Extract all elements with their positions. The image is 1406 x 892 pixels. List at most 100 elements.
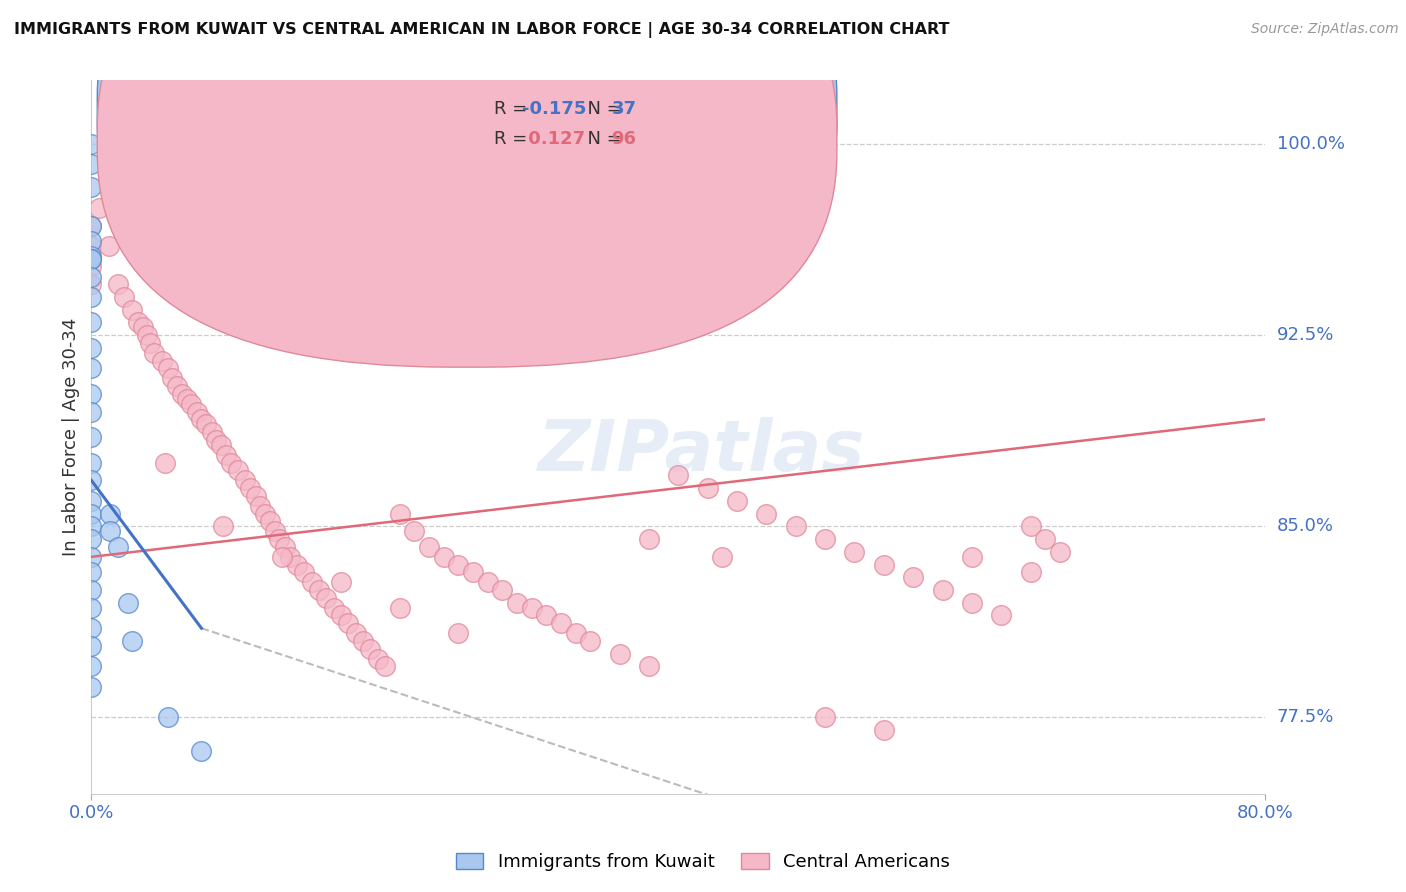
Point	[315, 591, 337, 605]
Point	[447, 626, 470, 640]
Point	[150, 353, 173, 368]
Text: ZIPatlas: ZIPatlas	[538, 417, 866, 486]
Point	[80, 315, 103, 329]
Point	[638, 659, 661, 673]
Point	[301, 575, 323, 590]
Point	[80, 621, 103, 635]
Point	[98, 239, 121, 253]
Point	[121, 302, 143, 317]
Point	[194, 417, 217, 432]
Point	[711, 549, 734, 564]
Point	[960, 596, 983, 610]
Point	[263, 524, 285, 539]
Point	[990, 608, 1012, 623]
Point	[136, 328, 159, 343]
Point	[239, 481, 262, 495]
Point	[100, 507, 122, 521]
Point	[80, 493, 103, 508]
Point	[873, 723, 896, 738]
Point	[269, 532, 291, 546]
Point	[172, 386, 194, 401]
Point	[253, 507, 276, 521]
Point	[80, 249, 103, 263]
Point	[80, 239, 103, 253]
Text: R =: R =	[494, 130, 533, 148]
Text: N =: N =	[576, 100, 627, 118]
Point	[117, 596, 139, 610]
Text: IMMIGRANTS FROM KUWAIT VS CENTRAL AMERICAN IN LABOR FORCE | AGE 30-34 CORRELATIO: IMMIGRANTS FROM KUWAIT VS CENTRAL AMERIC…	[14, 22, 949, 38]
Point	[153, 456, 176, 470]
Point	[520, 600, 543, 615]
Point	[80, 269, 103, 284]
Point	[374, 659, 396, 673]
Point	[100, 524, 122, 539]
Point	[960, 549, 983, 564]
Point	[1019, 565, 1042, 579]
Point	[80, 252, 103, 266]
Point	[274, 540, 297, 554]
Point	[785, 519, 807, 533]
FancyBboxPatch shape	[437, 86, 725, 155]
Point	[80, 234, 103, 248]
Point	[844, 545, 866, 559]
Point	[491, 582, 513, 597]
Point	[107, 540, 129, 554]
Point	[215, 448, 238, 462]
Point	[80, 600, 103, 615]
Point	[1033, 532, 1056, 546]
Point	[186, 404, 208, 418]
Text: 92.5%: 92.5%	[1277, 326, 1334, 344]
Point	[1019, 519, 1042, 533]
Point	[447, 558, 470, 572]
Point	[80, 180, 103, 194]
Point	[132, 320, 155, 334]
Point	[80, 290, 103, 304]
Point	[235, 474, 257, 488]
Point	[80, 582, 103, 597]
Point	[696, 481, 718, 495]
Point	[579, 634, 602, 648]
Point	[80, 219, 103, 233]
Point	[903, 570, 925, 584]
Point	[219, 456, 242, 470]
Point	[156, 710, 179, 724]
Point	[121, 634, 143, 648]
Point	[80, 361, 103, 376]
Point	[176, 392, 198, 406]
Point	[292, 565, 315, 579]
Text: 96: 96	[612, 130, 637, 148]
Point	[245, 489, 267, 503]
Point	[80, 341, 103, 355]
Point	[201, 425, 224, 439]
Point	[139, 335, 162, 350]
Point	[322, 600, 344, 615]
Point	[337, 616, 360, 631]
Point	[329, 608, 352, 623]
Text: 37: 37	[612, 100, 637, 118]
Point	[80, 474, 103, 488]
Point	[127, 315, 149, 329]
Text: R =: R =	[494, 100, 533, 118]
Point	[212, 519, 235, 533]
FancyBboxPatch shape	[97, 0, 837, 337]
Point	[160, 371, 183, 385]
Point	[80, 565, 103, 579]
Point	[80, 639, 103, 653]
Point	[80, 260, 103, 274]
Point	[564, 626, 586, 640]
Point	[205, 433, 228, 447]
Point	[80, 507, 103, 521]
Text: 85.0%: 85.0%	[1277, 517, 1333, 535]
Point	[80, 277, 103, 292]
Point	[725, 493, 748, 508]
Point	[873, 558, 896, 572]
FancyBboxPatch shape	[97, 0, 837, 368]
Point	[308, 582, 330, 597]
Point	[329, 575, 352, 590]
Point	[80, 456, 103, 470]
Point	[278, 549, 301, 564]
Point	[609, 647, 631, 661]
Point	[80, 157, 103, 171]
Point	[80, 219, 103, 233]
Point	[352, 634, 374, 648]
